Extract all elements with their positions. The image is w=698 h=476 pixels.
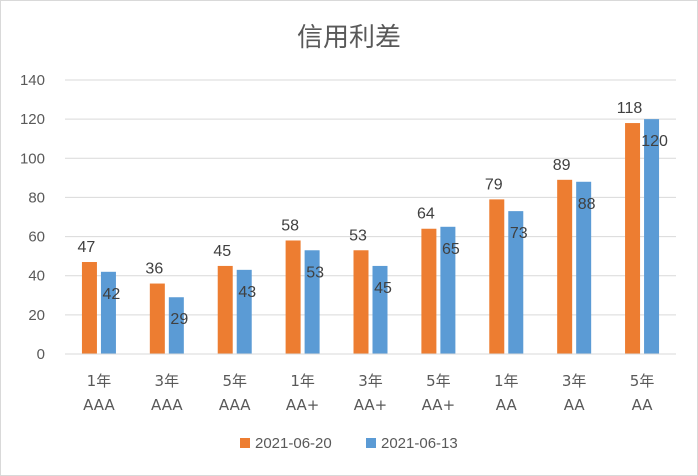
x-tick-label-8-line1: 5年 bbox=[630, 372, 655, 390]
data-labels: 47 36 45 58 53 64 79 89 118 42 29 43 53 45 65 73 88 120 bbox=[78, 100, 668, 328]
data-label-series-2-5: 65 bbox=[442, 241, 460, 258]
data-label-series-2-1: 29 bbox=[170, 311, 188, 328]
x-tick-label-0-line2: AAA bbox=[83, 396, 115, 414]
data-label-series-1-2: 45 bbox=[213, 243, 231, 260]
bar-series-1-4 bbox=[353, 250, 369, 354]
bar-series-1-6 bbox=[489, 199, 505, 354]
bar-series-1-0 bbox=[81, 262, 97, 354]
bar-series-1-5 bbox=[421, 228, 437, 354]
data-label-series-2-0: 42 bbox=[103, 286, 121, 303]
y-tick-label-140: 140 bbox=[20, 72, 45, 89]
y-tick-label-20: 20 bbox=[28, 307, 45, 324]
x-tick-label-5-line2: AA+ bbox=[422, 396, 456, 414]
bar-series-2-3 bbox=[304, 250, 320, 354]
bar-series-2-5 bbox=[440, 226, 456, 354]
data-label-series-1-1: 36 bbox=[145, 261, 163, 278]
bar-series-1-2 bbox=[217, 265, 233, 354]
bar-series-2-2 bbox=[236, 269, 252, 354]
data-label-series-2-4: 45 bbox=[374, 280, 392, 297]
bar-series-2-8 bbox=[644, 119, 660, 355]
bar-series-1-7 bbox=[557, 179, 573, 354]
bar-series-2-7 bbox=[576, 181, 592, 354]
bar-series-2-4 bbox=[372, 265, 388, 354]
x-tick-label-2-line1: 5年 bbox=[222, 372, 247, 390]
x-tick-label-2-line2: AAA bbox=[219, 396, 251, 414]
x-tick-label-7-line2: AA bbox=[564, 396, 586, 414]
bar-series-2-0 bbox=[100, 271, 116, 354]
x-tick-label-1-line2: AAA bbox=[151, 396, 183, 414]
chart-title: 信用利差 bbox=[297, 23, 401, 53]
legend: 2021-06-20 2021-06-13 bbox=[240, 435, 458, 452]
y-tick-label-120: 120 bbox=[20, 111, 45, 128]
data-label-series-1-7: 89 bbox=[553, 157, 571, 174]
data-label-series-2-7: 88 bbox=[578, 196, 596, 213]
y-tick-label-100: 100 bbox=[20, 150, 45, 167]
y-tick-label-40: 40 bbox=[28, 268, 45, 285]
bar-series-1-1 bbox=[149, 283, 165, 354]
x-tick-label-1-line1: 3年 bbox=[155, 372, 180, 390]
y-tick-label-0: 0 bbox=[37, 346, 45, 363]
legend-swatch-series-1 bbox=[240, 438, 250, 448]
bar-series-1-8 bbox=[625, 123, 641, 354]
legend-swatch-series-2 bbox=[366, 438, 376, 448]
axes: 0 20 40 60 80 100 120 140 1年 AAA 3年 AAA 5年 AAA 1年 AA+ 3年… bbox=[20, 72, 676, 414]
data-label-series-2-6: 73 bbox=[510, 225, 528, 242]
y-tick-label-60: 60 bbox=[28, 229, 45, 246]
bar-series-2-1 bbox=[168, 297, 184, 354]
x-tick-label-6-line2: AA bbox=[496, 396, 518, 414]
x-tick-label-3-line1: 1年 bbox=[290, 372, 315, 390]
data-label-series-2-8: 120 bbox=[641, 133, 668, 150]
bar-series-1-3 bbox=[285, 240, 301, 354]
x-tick-label-4-line2: AA+ bbox=[354, 396, 388, 414]
y-tick-label-80: 80 bbox=[28, 189, 45, 206]
legend-label-series-1: 2021-06-20 bbox=[255, 435, 332, 452]
data-label-series-1-3: 58 bbox=[281, 217, 299, 234]
bar-series-2-6 bbox=[508, 211, 524, 354]
data-label-series-1-4: 53 bbox=[349, 227, 367, 244]
x-tick-label-7-line1: 3年 bbox=[562, 372, 587, 390]
data-label-series-1-6: 79 bbox=[485, 176, 503, 193]
x-tick-label-0-line1: 1年 bbox=[87, 372, 112, 390]
x-tick-label-3-line2: AA+ bbox=[286, 396, 320, 414]
legend-label-series-2: 2021-06-13 bbox=[381, 435, 458, 452]
x-tick-label-4-line1: 3年 bbox=[358, 372, 383, 390]
data-label-series-1-0: 47 bbox=[78, 239, 96, 256]
data-label-series-1-5: 64 bbox=[417, 206, 435, 223]
x-tick-label-5-line1: 5年 bbox=[426, 372, 451, 390]
bars bbox=[81, 119, 660, 355]
data-label-series-1-8: 118 bbox=[617, 100, 643, 117]
x-tick-label-6-line1: 1年 bbox=[494, 372, 519, 390]
data-label-series-2-3: 53 bbox=[306, 264, 324, 281]
x-tick-label-8-line2: AA bbox=[632, 396, 654, 414]
data-label-series-2-2: 43 bbox=[238, 284, 256, 301]
